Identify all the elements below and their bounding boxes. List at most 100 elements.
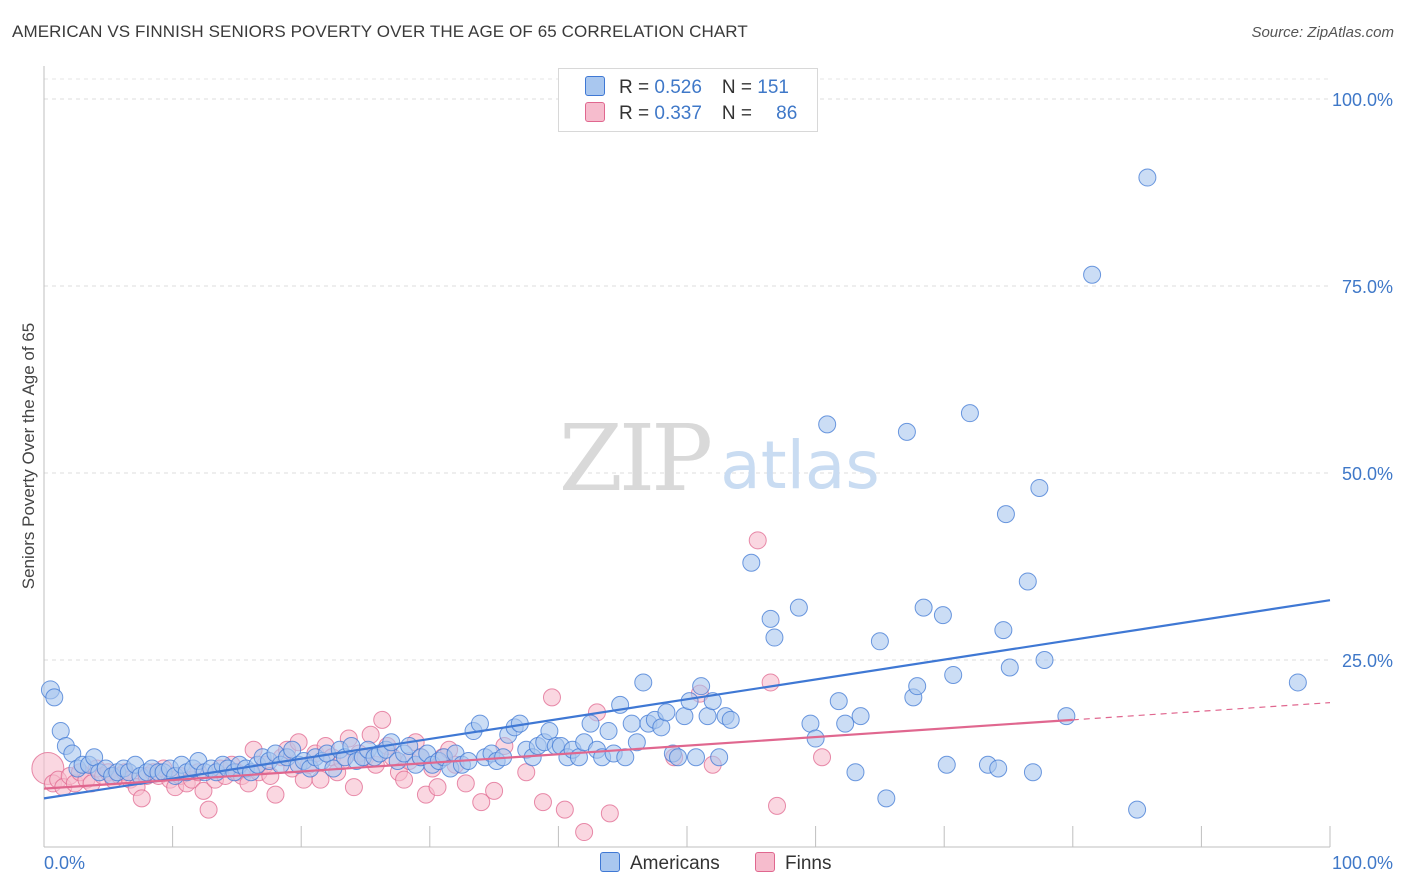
watermark-zip: ZIP bbox=[559, 405, 710, 512]
r-value: 0.337 bbox=[654, 103, 702, 124]
finns-point bbox=[813, 748, 832, 767]
americans-point bbox=[908, 677, 927, 696]
americans-point bbox=[761, 609, 780, 628]
americans-point bbox=[710, 748, 729, 767]
r-value: 0.526 bbox=[654, 77, 702, 98]
x-tick-label: 100.0% bbox=[1332, 853, 1393, 873]
finns-point bbox=[768, 796, 787, 815]
americans-point bbox=[1138, 168, 1157, 187]
americans-point bbox=[698, 707, 717, 726]
americans-point bbox=[680, 692, 699, 711]
finns-swatch bbox=[585, 102, 605, 122]
americans-point bbox=[1288, 673, 1307, 692]
americans-point bbox=[668, 748, 687, 767]
r-label: R = bbox=[619, 77, 655, 98]
americans-point bbox=[994, 621, 1013, 640]
americans-point bbox=[1057, 707, 1076, 726]
americans-point bbox=[765, 628, 784, 647]
americans-point bbox=[914, 598, 933, 617]
finns-point bbox=[533, 793, 552, 812]
n-value: 86 bbox=[776, 103, 798, 124]
finns-trend-line-extension bbox=[1072, 702, 1331, 721]
americans-point bbox=[657, 703, 676, 722]
legend-item-finns: Finns bbox=[755, 852, 832, 875]
finns-legend-swatch bbox=[755, 852, 776, 872]
y-tick-label: 50.0% bbox=[1342, 464, 1393, 484]
finns-trend-line bbox=[43, 718, 1073, 790]
americans-point bbox=[675, 707, 694, 726]
series-legend: Americans Finns bbox=[600, 852, 862, 876]
americans-point bbox=[937, 755, 956, 774]
americans-point bbox=[692, 677, 711, 696]
n-label: N = bbox=[721, 77, 758, 98]
americans-legend-swatch bbox=[600, 852, 620, 872]
finns-point bbox=[472, 793, 491, 812]
americans-point bbox=[599, 722, 618, 741]
legend-item-americans: Americans bbox=[600, 852, 720, 875]
legend-row-americans: R = 0.526 N = 151 bbox=[585, 76, 789, 98]
finns-point bbox=[344, 778, 363, 797]
correlation-legend: R = 0.526 N = 151 R = 0.337 N = 86 bbox=[558, 68, 818, 132]
americans-point bbox=[789, 598, 808, 617]
americans-point bbox=[933, 606, 952, 625]
finns-point bbox=[485, 781, 504, 800]
americans-point bbox=[622, 714, 641, 733]
americans-point bbox=[1023, 763, 1042, 782]
americans-trend-line bbox=[43, 599, 1331, 800]
americans-point bbox=[996, 505, 1015, 524]
americans-point bbox=[1018, 572, 1037, 591]
y-axis-title: Seniors Poverty Over the Age of 65 bbox=[19, 323, 38, 589]
finns-point bbox=[395, 770, 414, 789]
n-value: 151 bbox=[757, 77, 789, 98]
gridlines bbox=[44, 78, 1330, 661]
y-tick-label: 75.0% bbox=[1342, 277, 1393, 297]
americans-point bbox=[944, 665, 963, 684]
americans-point bbox=[851, 707, 870, 726]
r-label: R = bbox=[619, 103, 655, 124]
finns-point bbox=[428, 778, 447, 797]
finns-point bbox=[542, 688, 561, 707]
americans-point bbox=[1083, 265, 1102, 284]
americans-point bbox=[870, 632, 889, 651]
finns-point bbox=[266, 785, 285, 804]
trend-lines bbox=[43, 599, 1331, 800]
americans-point bbox=[836, 714, 855, 733]
americans-point bbox=[627, 733, 646, 752]
axes bbox=[43, 66, 1331, 848]
americans-point bbox=[846, 763, 865, 782]
americans-point bbox=[721, 710, 740, 729]
finns-point bbox=[361, 725, 380, 744]
y-tick-label: 25.0% bbox=[1342, 651, 1393, 671]
americans-point bbox=[801, 714, 820, 733]
americans-point bbox=[616, 748, 635, 767]
americans-point bbox=[1128, 800, 1147, 819]
chart-title: AMERICAN VS FINNISH SENIORS POVERTY OVER… bbox=[12, 22, 748, 41]
americans-point bbox=[687, 748, 706, 767]
americans-legend-label: Americans bbox=[630, 853, 720, 874]
finns-point bbox=[194, 781, 213, 800]
n-label: N = bbox=[721, 103, 758, 124]
tick-labels: 25.0% 50.0% 75.0% 100.0% 0.0% 100.0% bbox=[44, 90, 1393, 873]
americans-swatch bbox=[585, 76, 605, 96]
finns-point bbox=[600, 804, 619, 823]
finns-point bbox=[373, 710, 392, 729]
watermark: ZIP atlas bbox=[559, 405, 880, 512]
watermark-atlas: atlas bbox=[720, 427, 880, 504]
finns-point bbox=[555, 800, 574, 819]
finns-legend-label: Finns bbox=[785, 853, 832, 874]
finns-point bbox=[748, 531, 767, 550]
finns-point bbox=[575, 823, 594, 842]
americans-point bbox=[829, 692, 848, 711]
legend-row-finns: R = 0.337 N = 86 bbox=[585, 102, 797, 124]
americans-point bbox=[818, 415, 837, 434]
americans-point bbox=[877, 789, 896, 808]
americans-point bbox=[989, 759, 1008, 778]
americans-point bbox=[897, 422, 916, 441]
americans-point bbox=[45, 688, 64, 707]
finns-point bbox=[456, 774, 475, 793]
finns-point bbox=[517, 763, 536, 782]
finns-series bbox=[31, 531, 832, 842]
finns-point bbox=[199, 800, 218, 819]
x-tick-label: 0.0% bbox=[44, 853, 85, 873]
americans-point bbox=[652, 718, 671, 737]
